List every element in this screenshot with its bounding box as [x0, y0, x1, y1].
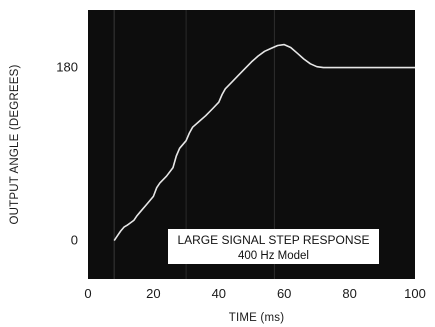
annotation-box	[168, 229, 379, 264]
step-response-trace	[113, 43, 415, 242]
x-tick-label: 80	[342, 286, 356, 301]
x-tick-label: 60	[277, 286, 291, 301]
x-axis-label: TIME (ms)	[229, 312, 284, 324]
x-tick-label: 40	[212, 286, 226, 301]
chart-annotation: LARGE SIGNAL STEP RESPONSE 400 Hz Model	[168, 229, 379, 264]
x-tick-label: 100	[404, 286, 426, 301]
x-tick-label: 20	[146, 286, 160, 301]
x-tick-labels: 0 20 40 60 80 100	[84, 286, 425, 301]
y-tick-labels: 0 180	[56, 60, 78, 248]
y-tick-label: 0	[71, 233, 78, 248]
y-tick-label: 180	[56, 60, 78, 75]
y-axis-label: OUTPUT ANGLE (DEGREES)	[9, 64, 21, 224]
annotation-subtitle: 400 Hz Model	[238, 250, 309, 262]
x-tick-label: 0	[84, 286, 91, 301]
annotation-title: LARGE SIGNAL STEP RESPONSE	[177, 233, 369, 247]
